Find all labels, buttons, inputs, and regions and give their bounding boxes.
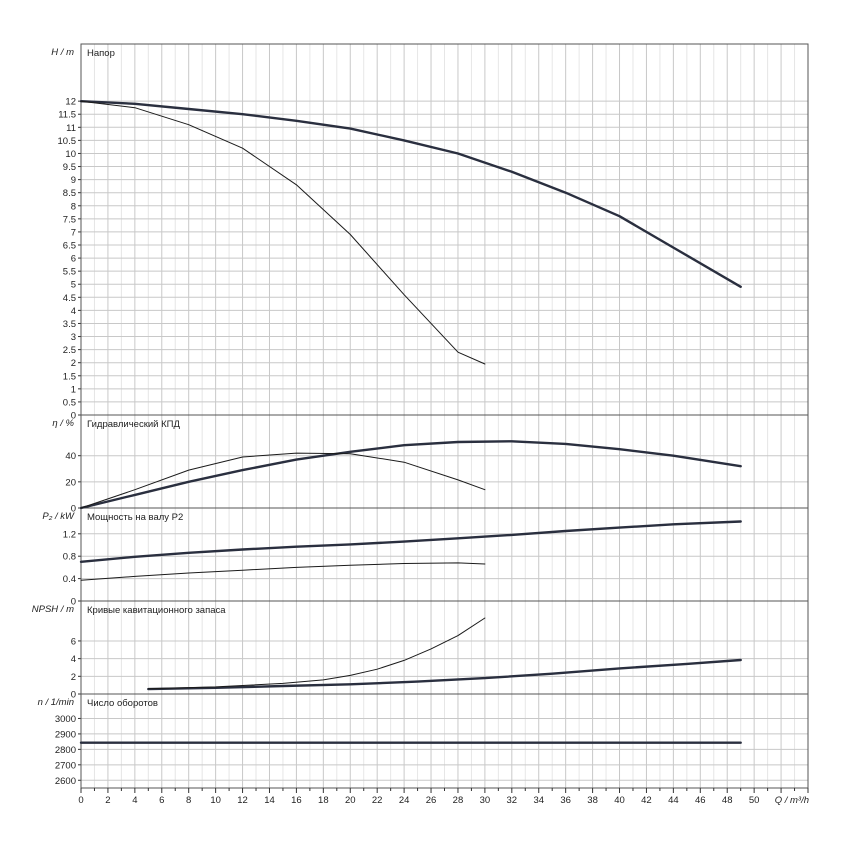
text-layer: 00.511.522.533.544.555.566.577.588.599.5… (32, 47, 809, 806)
panel-title: Кривые кавитационного запаса (87, 605, 226, 616)
y-axis-label: NPSH / m (32, 604, 74, 615)
y-tick-label: 0 (71, 504, 76, 515)
y-tick-label: 7.5 (63, 214, 76, 225)
x-tick-label: 44 (668, 795, 679, 806)
x-tick-label: 20 (345, 795, 356, 806)
y-tick-label: 8.5 (63, 188, 76, 199)
y-tick-label: 11.5 (58, 110, 76, 121)
x-tick-label: 48 (722, 795, 733, 806)
y-tick-label: 1.5 (63, 371, 76, 382)
y-tick-label: 1.2 (63, 529, 76, 540)
y-tick-label: 2.5 (63, 345, 76, 356)
panel-title: Напор (87, 48, 115, 59)
y-tick-label: 3 (71, 332, 76, 343)
x-tick-label: 2 (105, 795, 110, 806)
y-tick-label: 8 (71, 201, 76, 212)
y-tick-label: 6 (71, 254, 76, 265)
y-tick-label: 0 (71, 597, 76, 608)
series-line (147, 617, 486, 690)
series-line (79, 520, 742, 563)
x-tick-label: 6 (159, 795, 164, 806)
series-line (80, 562, 486, 581)
x-tick-label: 4 (132, 795, 137, 806)
x-tick-label: 50 (749, 795, 760, 806)
y-tick-label: 0.8 (63, 552, 76, 563)
y-axis-label: n / 1/min (38, 697, 74, 708)
y-axis-label: η / % (52, 418, 74, 429)
y-tick-label: 6 (71, 636, 76, 647)
y-tick-label: 2700 (55, 760, 76, 771)
y-tick-label: 5 (71, 280, 76, 291)
y-tick-label: 6.5 (63, 241, 76, 252)
x-tick-label: 46 (695, 795, 706, 806)
x-tick-label: 10 (210, 795, 221, 806)
y-tick-label: 4.5 (63, 293, 76, 304)
x-tick-label: 8 (186, 795, 191, 806)
y-tick-label: 0 (71, 411, 76, 422)
x-tick-label: 40 (614, 795, 625, 806)
y-tick-label: 10 (65, 149, 76, 160)
y-axis-label: P₂ / kW (42, 511, 75, 522)
series-line (79, 440, 742, 510)
series-line (147, 658, 742, 691)
y-tick-label: 0.5 (63, 397, 76, 408)
y-tick-label: 0.4 (63, 574, 76, 585)
x-axis-label: Q / m³/h (775, 795, 809, 806)
x-tick-label: 22 (372, 795, 383, 806)
y-tick-label: 5.5 (63, 267, 76, 278)
x-tick-label: 32 (507, 795, 518, 806)
x-tick-label: 24 (399, 795, 410, 806)
series-layer (79, 100, 742, 744)
x-tick-label: 36 (560, 795, 571, 806)
y-tick-label: 9.5 (63, 162, 76, 173)
x-tick-label: 26 (426, 795, 437, 806)
y-tick-label: 3.5 (63, 319, 76, 330)
x-tick-label: 14 (264, 795, 275, 806)
x-tick-label: 38 (587, 795, 598, 806)
y-tick-label: 20 (65, 477, 76, 488)
y-tick-label: 2 (71, 358, 76, 369)
x-tick-label: 16 (291, 795, 302, 806)
y-tick-label: 2 (71, 672, 76, 683)
y-tick-label: 0 (71, 690, 76, 701)
panel-title: Число оборотов (87, 698, 158, 709)
y-tick-label: 9 (71, 175, 76, 186)
series-line (80, 452, 486, 509)
series-line (80, 100, 486, 365)
y-tick-label: 7 (71, 227, 76, 238)
y-tick-label: 4 (71, 306, 76, 317)
y-tick-label: 1 (71, 384, 76, 395)
y-tick-label: 11 (66, 123, 76, 134)
y-tick-label: 40 (65, 451, 76, 462)
x-tick-label: 42 (641, 795, 652, 806)
y-tick-label: 10.5 (58, 136, 77, 147)
x-tick-label: 12 (237, 795, 248, 806)
y-tick-label: 2900 (55, 729, 76, 740)
grid-layer (78, 43, 809, 793)
y-tick-label: 3000 (55, 714, 76, 725)
y-tick-label: 4 (71, 654, 76, 665)
y-tick-label: 12 (65, 97, 76, 108)
panel-title: Гидравлический КПД (87, 419, 180, 430)
panel-title: Мощность на валу P2 (87, 512, 183, 523)
x-tick-label: 34 (533, 795, 544, 806)
series-line (79, 100, 742, 288)
x-tick-label: 18 (318, 795, 329, 806)
x-tick-label: 30 (480, 795, 491, 806)
y-axis-label: H / m (51, 47, 74, 58)
x-tick-label: 28 (453, 795, 464, 806)
y-tick-label: 2600 (55, 776, 76, 787)
x-tick-label: 0 (78, 795, 83, 806)
y-tick-label: 2800 (55, 745, 76, 756)
